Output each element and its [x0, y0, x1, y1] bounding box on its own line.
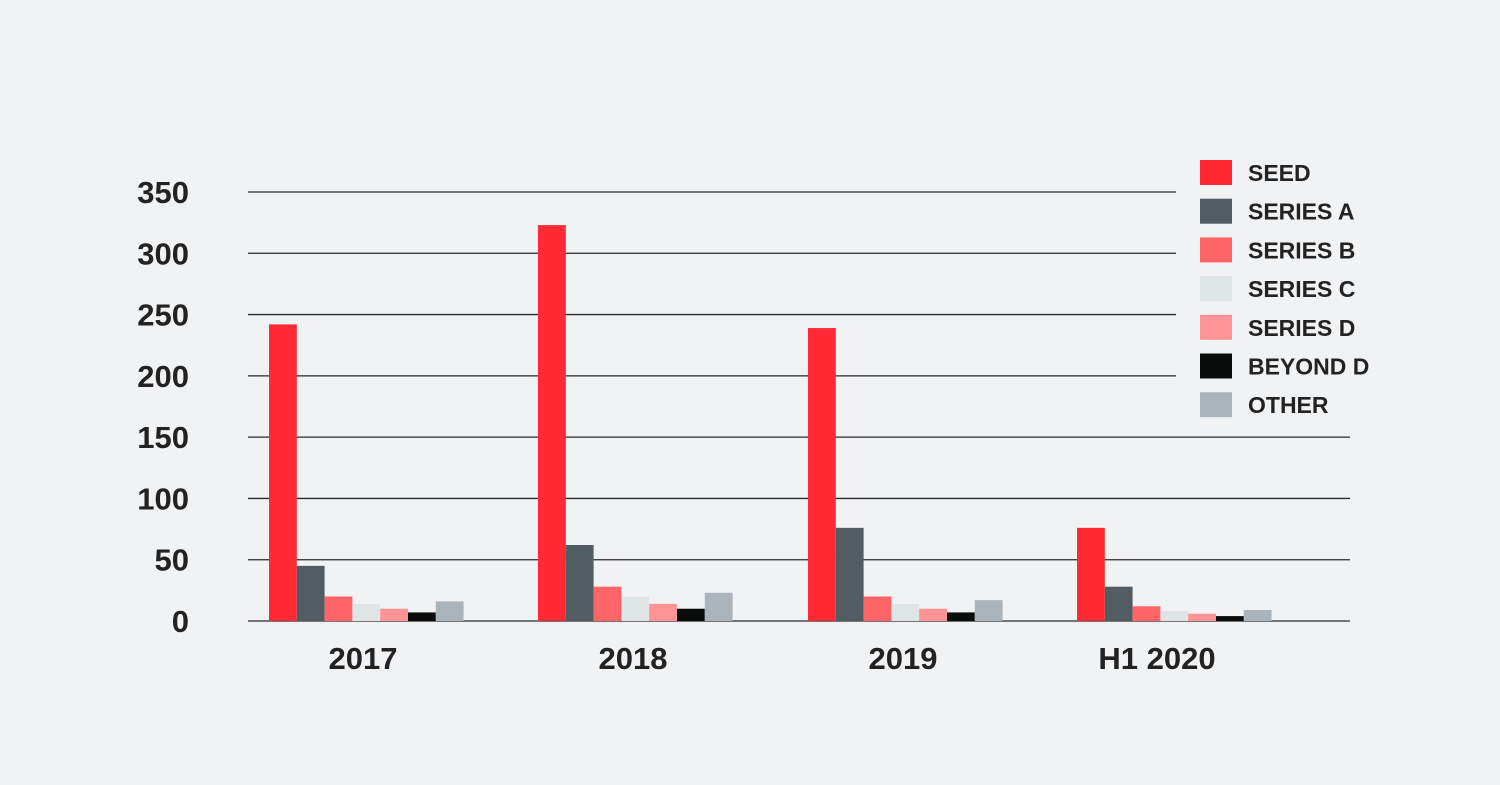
legend: SEED SERIES A SERIES B SERIES C SERIES D BEYO… [1200, 160, 1369, 418]
bar-series-d-h1-2020 [1188, 613, 1216, 621]
x-tick-label: 2018 [599, 641, 668, 676]
bar-series-b-h1-2020 [1132, 606, 1161, 621]
bars [269, 225, 1272, 621]
legend-swatch [1200, 276, 1232, 302]
bar-beyond-d-2017 [408, 612, 436, 621]
y-tick-label: 0 [172, 604, 189, 639]
bar-other-2018 [704, 592, 733, 621]
legend-label: BEYOND D [1248, 354, 1369, 380]
legend-label: OTHER [1248, 392, 1329, 418]
bar-other-h1-2020 [1243, 609, 1272, 621]
legend-label: SERIES C [1248, 276, 1355, 302]
y-tick-label: 100 [137, 481, 189, 516]
legend-swatch [1200, 314, 1232, 340]
legend-swatch [1200, 353, 1232, 379]
y-tick-label: 350 [137, 175, 189, 210]
bar-series-d-2017 [380, 608, 408, 621]
bar-series-b-2018 [593, 586, 622, 621]
bar-series-d-2018 [649, 603, 677, 621]
bar-series-b-2017 [324, 596, 353, 621]
legend-label: SERIES B [1248, 237, 1355, 263]
x-tick-label: H1 2020 [1098, 641, 1215, 676]
x-axis-ticks: 2017 2018 2019 H1 2020 [329, 641, 1216, 676]
bar-series-c-2019 [891, 603, 920, 621]
legend-label: SEED [1248, 160, 1311, 186]
bar-series-a-h1-2020 [1104, 586, 1133, 621]
legend-swatch [1200, 160, 1232, 185]
bar-seed-2018 [538, 225, 566, 621]
y-tick-label: 250 [137, 298, 189, 333]
y-axis-ticks: 0 50 100 150 200 250 300 350 [137, 175, 189, 639]
legend-label: SERIES A [1248, 199, 1355, 225]
bar-series-c-2018 [621, 596, 650, 621]
legend-swatch [1200, 392, 1232, 418]
bar-series-a-2019 [835, 527, 864, 621]
bar-series-c-h1-2020 [1160, 611, 1189, 621]
bar-series-c-2017 [352, 603, 381, 621]
legend-label: SERIES D [1248, 315, 1355, 341]
bar-series-b-2019 [863, 596, 892, 621]
x-tick-label: 2019 [869, 641, 938, 676]
bar-beyond-d-2018 [677, 608, 705, 621]
legend-swatch [1200, 198, 1232, 224]
bar-other-2017 [435, 601, 464, 621]
y-tick-label: 200 [137, 359, 189, 394]
bar-seed-2017 [269, 324, 297, 621]
y-tick-label: 300 [137, 236, 189, 271]
bar-seed-2019 [808, 328, 836, 621]
bar-series-d-2019 [919, 608, 947, 621]
y-tick-label: 50 [155, 543, 189, 578]
bar-seed-h1-2020 [1077, 527, 1105, 621]
legend-swatch [1200, 237, 1232, 263]
gridlines [248, 191, 1350, 622]
x-tick-label: 2017 [329, 641, 398, 676]
bar-series-a-2018 [565, 545, 594, 621]
bar-beyond-d-h1-2020 [1216, 616, 1244, 621]
bar-series-a-2017 [296, 565, 325, 621]
y-tick-label: 150 [137, 420, 189, 455]
bar-other-2019 [974, 600, 1003, 621]
bar-beyond-d-2019 [947, 612, 975, 621]
